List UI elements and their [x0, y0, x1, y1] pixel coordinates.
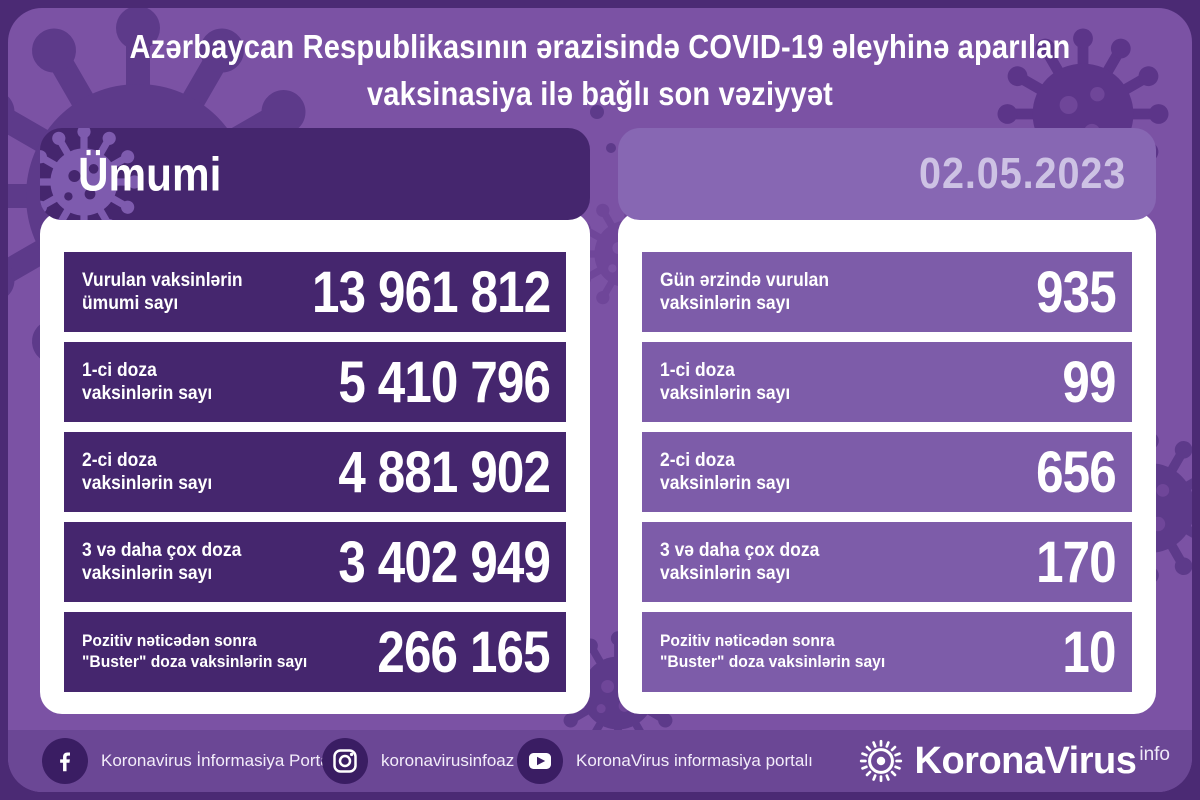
brand-text: KoronaVirus info — [914, 739, 1171, 782]
stat-label: Pozitiv nəticədən sonra "Buster" doza vak… — [660, 631, 886, 671]
stat-value: 3 402 949 — [338, 529, 551, 595]
stat-label: 1-ci doza vaksinlərin sayı — [660, 359, 791, 404]
stat-value: 5 410 796 — [338, 349, 551, 415]
instagram-label: koronavirusinfoaz — [381, 751, 515, 770]
stat-value: 13 961 812 — [311, 259, 551, 325]
youtube-icon — [517, 738, 563, 784]
report-date: 02.05.2023 — [918, 149, 1126, 198]
stat-label: Vurulan vaksinlərin ümumi sayı — [82, 269, 243, 314]
facebook-icon — [42, 738, 88, 784]
stat-label: 3 və daha çox doza vaksinlərin sayı — [82, 539, 242, 584]
table-row: Gün ərzində vurulan vaksinlərin sayı 935 — [642, 252, 1132, 332]
stat-label: 1-ci doza vaksinlərin sayı — [82, 359, 213, 404]
total-stats-card: Vurulan vaksinlərin ümumi sayı 13 961 812… — [40, 212, 590, 714]
youtube-link[interactable]: KoronaVirus informasiya portalı — [517, 738, 813, 784]
infographic-canvas: Azərbaycan Respublikasının ərazisində CO… — [8, 8, 1192, 792]
title-line-1: Azərbaycan Respublikasının ərazisində CO… — [129, 28, 1071, 65]
table-row: 3 və daha çox doza vaksinlərin sayı 3 402… — [64, 522, 566, 602]
page-title: Azərbaycan Respublikasının ərazisində CO… — [8, 24, 1192, 118]
table-row: 2-ci doza vaksinlərin sayı 656 — [642, 432, 1132, 512]
dots-decoration — [590, 105, 616, 153]
table-row: Pozitiv nəticədən sonra "Buster" doza vak… — [64, 612, 566, 692]
table-row: 3 və daha çox doza vaksinlərin sayı 170 — [642, 522, 1132, 602]
table-row: 1-ci doza vaksinlərin sayı 5 410 796 — [64, 342, 566, 422]
stat-value: 656 — [1036, 439, 1117, 505]
table-row: Vurulan vaksinlərin ümumi sayı 13 961 812 — [64, 252, 566, 332]
stat-value: 170 — [1036, 529, 1117, 595]
stat-value: 4 881 902 — [338, 439, 551, 505]
table-row: Pozitiv nəticədən sonra "Buster" doza vak… — [642, 612, 1132, 692]
brand-sup: info — [1139, 743, 1170, 765]
table-row: 1-ci doza vaksinlərin sayı 99 — [642, 342, 1132, 422]
daily-stats-card: Gün ərzində vurulan vaksinlərin sayı 935 … — [618, 212, 1156, 714]
stat-label: Pozitiv nəticədən sonra "Buster" doza vak… — [82, 631, 308, 671]
koronavirus-info-logo: KoronaVirus info — [857, 737, 1171, 785]
instagram-link[interactable]: koronavirusinfoaz — [322, 738, 514, 784]
stat-label: 2-ci doza vaksinlərin sayı — [660, 449, 791, 494]
facebook-label: Koronavirus İnformasiya Portalı — [101, 751, 339, 770]
youtube-label: KoronaVirus informasiya portalı — [576, 751, 813, 770]
title-line-2: vaksinasiya ilə bağlı son vəziyyət — [366, 74, 834, 112]
stat-value: 935 — [1036, 259, 1117, 325]
stat-value: 99 — [1062, 349, 1117, 415]
stat-label: 3 və daha çox doza vaksinlərin sayı — [660, 539, 820, 584]
stat-label: 2-ci doza vaksinlərin sayı — [82, 449, 213, 494]
stat-label: Gün ərzində vurulan vaksinlərin sayı — [660, 269, 830, 314]
total-panel-header: Ümumi — [40, 128, 590, 220]
instagram-icon — [322, 738, 368, 784]
facebook-link[interactable]: Koronavirus İnformasiya Portalı — [42, 738, 338, 784]
footer: Koronavirus İnformasiya Portalı koronavi… — [8, 730, 1192, 792]
stat-value: 266 165 — [377, 619, 551, 685]
total-panel-title: Ümumi — [78, 147, 222, 201]
virus-logo-icon — [859, 739, 902, 783]
table-row: 2-ci doza vaksinlərin sayı 4 881 902 — [64, 432, 566, 512]
stat-value: 10 — [1062, 619, 1117, 685]
date-panel-header: 02.05.2023 — [618, 128, 1156, 220]
